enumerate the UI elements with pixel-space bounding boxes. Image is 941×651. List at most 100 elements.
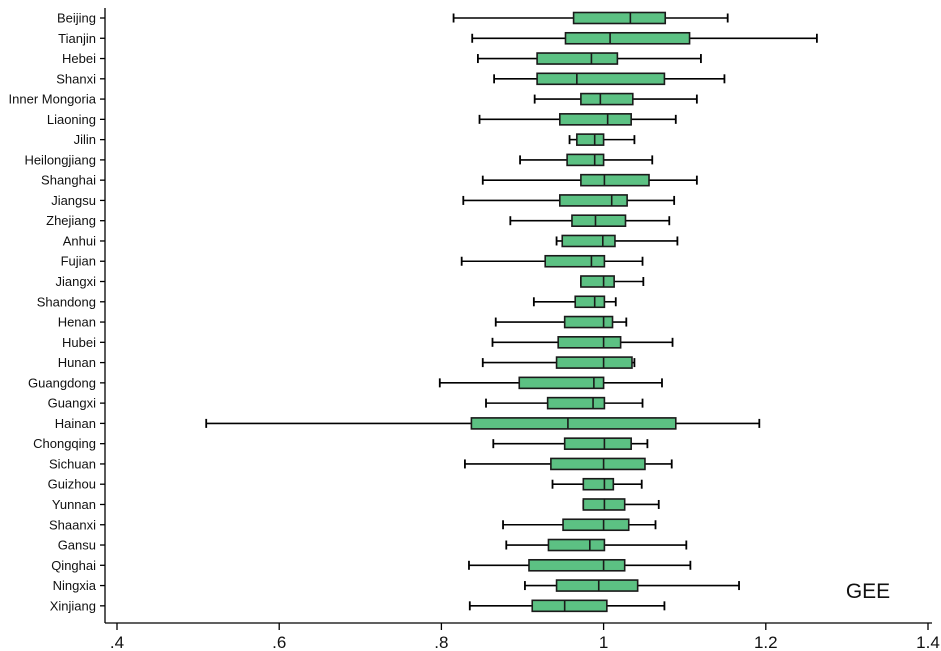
iqr-box	[559, 113, 632, 126]
iqr-box	[563, 315, 614, 329]
iqr-box	[557, 336, 622, 349]
box-row	[579, 275, 645, 288]
x-tick-label: 1	[599, 633, 608, 651]
iqr-box	[470, 417, 677, 430]
box-row	[568, 133, 636, 146]
box-row	[494, 315, 628, 329]
box-row	[493, 72, 726, 86]
category-label: Jiangxi	[56, 274, 97, 289]
box-row	[481, 173, 698, 187]
iqr-box	[574, 295, 606, 309]
iqr-box	[582, 477, 615, 491]
category-label: Beijing	[57, 11, 96, 26]
category-label: Jiangsu	[51, 193, 96, 208]
iqr-box	[544, 254, 606, 268]
iqr-box	[559, 194, 628, 207]
category-label: Zhejiang	[46, 213, 96, 228]
iqr-box	[528, 558, 626, 572]
category-label: Hainan	[55, 416, 96, 431]
iqr-box	[562, 518, 630, 532]
box-row	[478, 113, 677, 126]
box-row	[502, 518, 657, 532]
box-row	[471, 31, 818, 45]
box-row	[462, 194, 676, 207]
x-tick-label: .4	[110, 633, 124, 651]
x-tick-label: 1.4	[916, 633, 940, 651]
iqr-box	[564, 31, 691, 45]
category-label: Shaanxi	[49, 517, 96, 532]
category-label: Guangdong	[28, 375, 96, 390]
x-tick-label: .8	[434, 633, 448, 651]
boxes-layer	[205, 11, 818, 613]
iqr-box	[561, 234, 616, 248]
category-label: Xinjiang	[50, 598, 96, 613]
iqr-box	[555, 356, 633, 369]
iqr-box	[580, 92, 634, 106]
category-label: Guizhou	[48, 477, 96, 492]
box-row	[524, 579, 740, 592]
box-row	[205, 417, 761, 430]
iqr-box	[576, 133, 605, 146]
box-row	[485, 396, 644, 410]
box-row	[481, 356, 636, 369]
iqr-box	[555, 579, 639, 592]
iqr-box	[531, 599, 608, 613]
box-row	[533, 92, 698, 106]
iqr-box	[550, 457, 646, 471]
box-row	[519, 153, 654, 167]
box-row	[582, 498, 660, 511]
category-label: Tianjin	[58, 31, 96, 46]
category-label: Yunnan	[52, 497, 96, 512]
category-label: Fujian	[61, 254, 96, 269]
box-row	[509, 214, 671, 227]
chart-annotation: GEE	[846, 580, 890, 603]
category-label: Gansu	[58, 538, 96, 553]
category-label: Anhui	[63, 233, 96, 248]
iqr-box	[518, 376, 605, 390]
iqr-box	[580, 275, 615, 288]
box-row	[505, 538, 688, 552]
category-label: Hunan	[58, 355, 96, 370]
category-label: Shanghai	[41, 173, 96, 188]
box-row	[464, 457, 673, 471]
category-labels: Beijing Tianjin Hebei Shanxi Inner Mongoria L…	[9, 11, 105, 613]
iqr-box	[536, 72, 666, 86]
category-label: Chongqing	[33, 436, 96, 451]
box-row	[468, 558, 692, 572]
category-label: Shandong	[37, 294, 96, 309]
category-label: Guangxi	[48, 396, 97, 411]
box-row	[476, 52, 702, 65]
category-label: Ningxia	[53, 578, 97, 593]
x-tick-label: 1.2	[754, 633, 778, 651]
iqr-box	[546, 396, 606, 410]
x-tick-label: .6	[272, 633, 286, 651]
category-label: Hebei	[62, 51, 96, 66]
category-label: Qinghai	[51, 558, 96, 573]
iqr-box	[547, 538, 606, 552]
box-row	[492, 437, 649, 450]
category-label: Liaoning	[47, 112, 96, 127]
iqr-box	[563, 437, 632, 450]
box-row	[438, 376, 663, 390]
category-label: Henan	[58, 315, 96, 330]
box-row	[468, 599, 666, 613]
iqr-box	[536, 52, 619, 65]
category-label: Shanxi	[56, 71, 96, 86]
box-row	[491, 336, 674, 349]
box-row	[460, 254, 644, 268]
box-row	[452, 11, 729, 25]
iqr-box	[571, 214, 627, 227]
iqr-box	[572, 11, 667, 25]
iqr-box	[580, 173, 650, 187]
category-label: Sichuan	[49, 456, 96, 471]
box-row	[555, 234, 679, 248]
box-row	[532, 295, 617, 309]
category-label: Jilin	[74, 132, 96, 147]
category-label: Heilongjiang	[24, 152, 96, 167]
iqr-box	[566, 153, 605, 167]
box-row	[551, 477, 643, 491]
category-label: Hubei	[62, 335, 96, 350]
x-axis-ticks: .4 .6 .8 1 1.2 1.4	[110, 623, 940, 651]
